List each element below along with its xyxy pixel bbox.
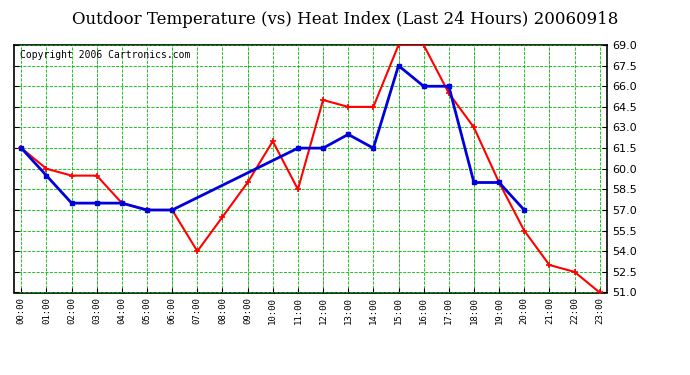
Text: Outdoor Temperature (vs) Heat Index (Last 24 Hours) 20060918: Outdoor Temperature (vs) Heat Index (Las… — [72, 11, 618, 28]
Text: Copyright 2006 Cartronics.com: Copyright 2006 Cartronics.com — [20, 50, 190, 60]
